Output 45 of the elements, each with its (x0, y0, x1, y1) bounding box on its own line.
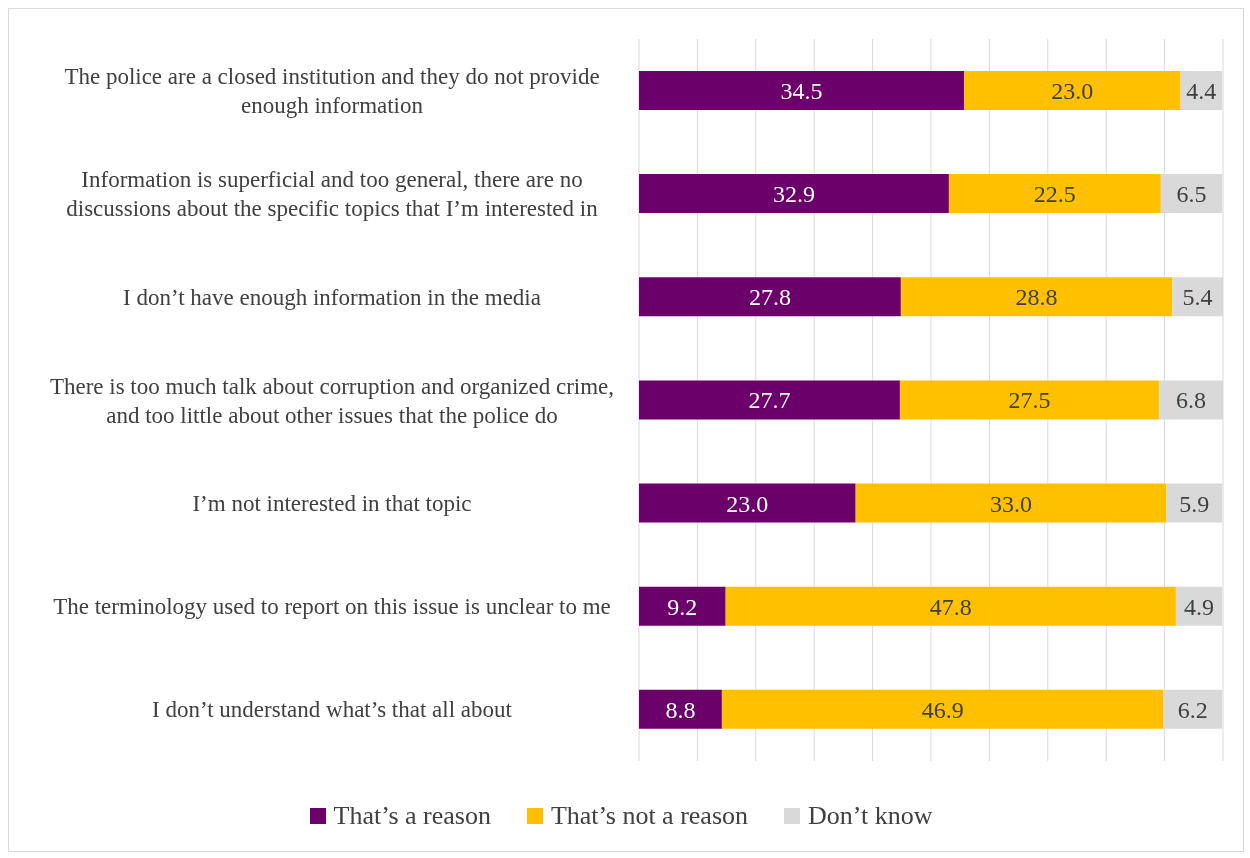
data-label: 22.5 (1033, 181, 1076, 208)
bar (899, 380, 1159, 420)
data-label: 47.8 (929, 593, 972, 620)
data-label: 6.2 (1177, 696, 1208, 723)
data-label: 6.8 (1175, 387, 1206, 414)
bar (639, 483, 856, 523)
y-tick-label: Information is superficial and too general, there are no discussions about the specific topics that I’m interested in (66, 166, 599, 221)
data-label: 34.5 (780, 77, 823, 104)
data-label: 28.8 (1015, 284, 1058, 311)
data-label: 4.4 (1186, 77, 1217, 104)
data-label: 33.0 (990, 490, 1033, 517)
data-label: 5.4 (1182, 284, 1213, 311)
y-tick-label: The police are a closed institution and they do not provide enough information (64, 63, 600, 118)
data-label: 27.5 (1008, 387, 1051, 414)
data-label: 4.9 (1183, 593, 1214, 620)
data-label: 32.9 (772, 181, 815, 208)
data-label: 5.9 (1179, 490, 1210, 517)
bar (963, 70, 1181, 110)
y-tick-label: I’m not interested in that topic (192, 490, 472, 516)
data-label: 27.7 (748, 387, 791, 414)
bar (900, 277, 1173, 317)
data-label: 6.5 (1176, 181, 1207, 208)
data-label: 46.9 (921, 696, 964, 723)
bar (639, 586, 726, 626)
bar (639, 174, 949, 214)
bar (855, 483, 1167, 523)
bar (639, 380, 900, 420)
data-label: 9.2 (667, 593, 698, 620)
y-tick-label: I don’t understand what’s that all about (152, 696, 513, 722)
y-tick-label: I don’t have enough information in the media (123, 284, 541, 310)
data-label: 23.0 (1051, 77, 1094, 104)
data-label: 23.0 (726, 490, 769, 517)
legend-label: That’s not a reason (550, 801, 749, 831)
bar (639, 70, 964, 110)
legend-label: Don’t know (808, 801, 933, 831)
bar (639, 277, 901, 317)
bar (725, 586, 1176, 626)
data-label: 27.8 (748, 284, 791, 311)
data-label: 8.8 (665, 696, 696, 723)
y-tick-label: There is too much talk about corruption and organized crime, and too little about other issues that the police do (49, 373, 615, 427)
bar (639, 689, 722, 729)
bar (721, 689, 1164, 729)
legend-label: That’s a reason (333, 801, 491, 831)
bar (948, 174, 1161, 214)
y-tick-label: The terminology used to report on this issue is unclear to me (53, 593, 611, 619)
